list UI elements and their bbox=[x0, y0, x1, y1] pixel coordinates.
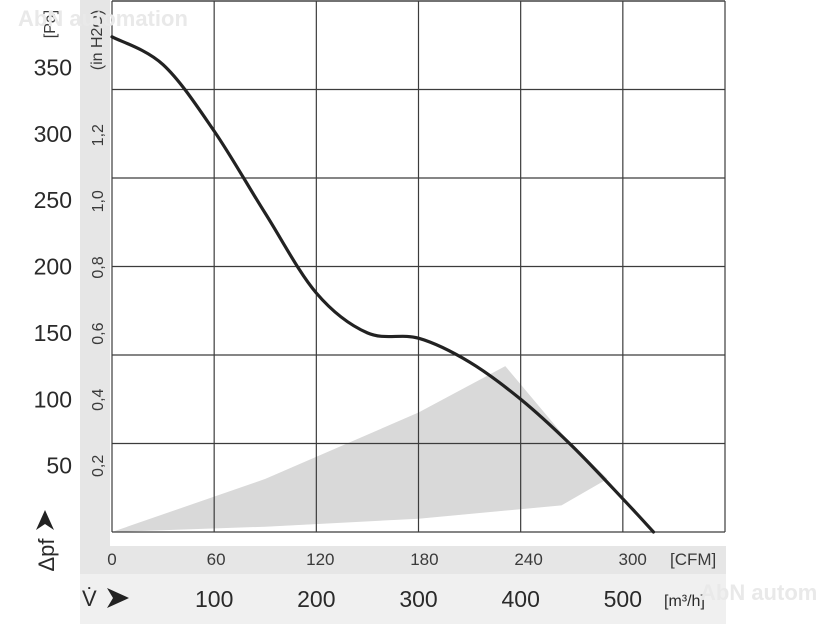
cfm-tick-label: 180 bbox=[410, 550, 438, 569]
inh2o-tick-labels: 0,2 0,4 0,6 0,8 1,0 1,2 bbox=[90, 124, 107, 477]
m3h-tick-label: 200 bbox=[297, 586, 335, 612]
pa-tick-label: 350 bbox=[34, 54, 72, 80]
pa-tick-label: 200 bbox=[34, 254, 72, 280]
m3h-tick-label: 300 bbox=[399, 586, 437, 612]
cfm-tick-label: 300 bbox=[619, 550, 647, 569]
m3h-unit-label: [m³/h] bbox=[664, 593, 705, 610]
pa-tick-labels: 50 100 150 200 250 300 350 bbox=[34, 54, 72, 478]
cfm-tick-label: 120 bbox=[306, 550, 334, 569]
cfm-unit-label: [CFM] bbox=[670, 550, 716, 569]
pa-unit-label: [Pa] bbox=[42, 10, 59, 38]
inh2o-tick-label: 0,6 bbox=[90, 322, 107, 344]
flow-arrow-icon bbox=[107, 588, 129, 608]
m3h-axis-band bbox=[80, 574, 726, 624]
cfm-tick-label: 240 bbox=[514, 550, 542, 569]
pressure-symbol: Δpf bbox=[34, 538, 59, 572]
cfm-tick-label: 60 bbox=[207, 550, 226, 569]
m3h-tick-label: 500 bbox=[604, 586, 642, 612]
inh2o-tick-label: 0,2 bbox=[90, 455, 107, 477]
inh2o-tick-label: 0,8 bbox=[90, 256, 107, 278]
operating-region bbox=[112, 366, 608, 532]
pa-tick-label: 100 bbox=[34, 386, 72, 412]
inh2o-tick-label: 1,2 bbox=[90, 124, 107, 146]
pressure-flow-curve bbox=[110, 35, 656, 534]
pa-tick-label: 150 bbox=[34, 320, 72, 346]
inh2o-unit-label: (in H2O) bbox=[89, 10, 106, 70]
m3h-tick-label: 100 bbox=[195, 586, 233, 612]
pa-tick-label: 300 bbox=[34, 121, 72, 147]
pa-tick-label: 250 bbox=[34, 187, 72, 213]
flow-symbol: V̇ bbox=[82, 586, 97, 611]
grid bbox=[111, 0, 726, 533]
cfm-tick-label: 0 bbox=[107, 550, 116, 569]
watermark-logo: AbN automation bbox=[18, 6, 188, 31]
pressure-arrow-icon bbox=[36, 510, 54, 530]
m3h-tick-label: 400 bbox=[502, 586, 540, 612]
inh2o-tick-label: 0,4 bbox=[90, 388, 107, 410]
m3h-tick-labels: 100 200 300 400 500 bbox=[195, 586, 642, 612]
cfm-tick-labels: 0 60 120 180 240 300 bbox=[107, 550, 647, 569]
watermark-logo-bottom: AbN automation bbox=[700, 580, 816, 605]
inh2o-tick-label: 1,0 bbox=[90, 190, 107, 212]
pa-tick-label: 50 bbox=[46, 453, 72, 479]
